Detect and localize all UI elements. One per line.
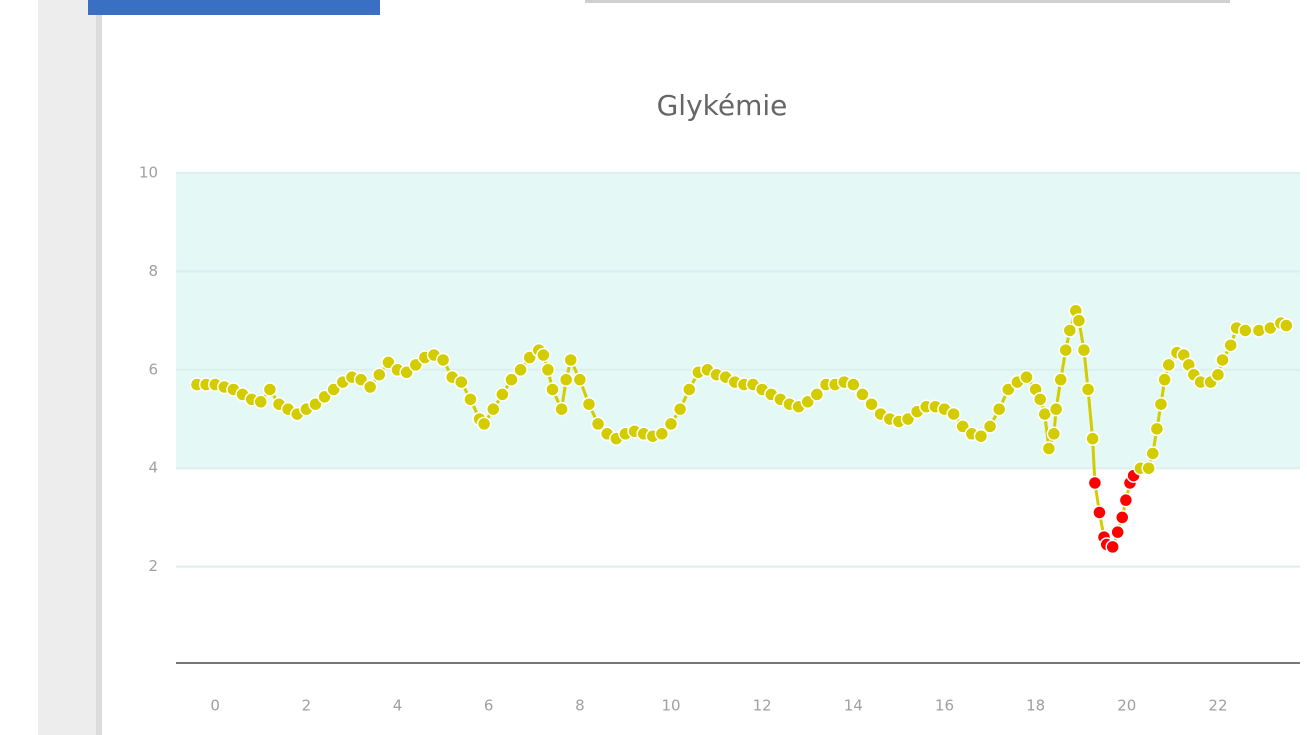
data-point [1161, 357, 1176, 373]
data-point [809, 387, 825, 402]
data-point [1279, 318, 1294, 333]
x-tick-label: 2 [302, 697, 312, 715]
x-tick-label: 12 [753, 697, 772, 715]
data-point [663, 416, 679, 432]
data-point [435, 352, 451, 368]
x-tick-label: 18 [1026, 697, 1045, 715]
data-point [476, 416, 492, 432]
data-point [1157, 372, 1172, 387]
y-tick-label: 8 [148, 262, 158, 280]
data-point [1071, 313, 1087, 328]
data-point [1149, 421, 1165, 437]
data-point [362, 379, 378, 395]
data-point [1118, 492, 1134, 508]
data-point [504, 372, 519, 387]
data-point [536, 347, 551, 363]
data-point [973, 428, 989, 444]
y-tick-label: 6 [148, 360, 158, 378]
data-point [572, 372, 588, 387]
data-point [654, 426, 670, 442]
data-point [855, 387, 870, 402]
data-point [262, 382, 278, 397]
x-tick-label: 0 [210, 697, 220, 715]
data-point [253, 394, 269, 410]
data-point [1105, 539, 1120, 555]
data-point [540, 362, 556, 378]
data-point [1046, 426, 1062, 442]
card-shadow [96, 0, 102, 735]
data-point [1087, 475, 1103, 491]
data-point [1032, 392, 1048, 407]
data-point [495, 387, 510, 402]
data-point [846, 377, 861, 392]
y-tick-label: 2 [148, 557, 158, 575]
top-bar [585, 0, 1230, 3]
data-point [1062, 323, 1078, 338]
data-point [1019, 369, 1034, 385]
data-point [864, 396, 879, 412]
data-point [1145, 446, 1161, 461]
data-point [991, 401, 1007, 417]
data-point [1080, 382, 1096, 397]
data-point [545, 382, 560, 397]
data-point [1238, 323, 1253, 338]
data-point [372, 367, 387, 382]
side-strip [38, 0, 100, 735]
x-tick-label: 10 [661, 697, 680, 715]
data-point [982, 419, 998, 434]
data-point [1092, 505, 1107, 520]
data-point [513, 362, 528, 378]
data-point [1153, 396, 1169, 412]
data-point [1114, 510, 1130, 525]
y-tick-label: 10 [139, 164, 158, 182]
data-point [463, 392, 478, 407]
x-tick-label: 6 [484, 697, 494, 715]
x-tick-label: 4 [393, 697, 403, 715]
x-tick-label: 16 [935, 697, 954, 715]
data-point [1058, 342, 1073, 358]
data-point [1215, 352, 1230, 368]
data-point [454, 374, 469, 390]
data-point [1141, 460, 1156, 476]
data-point [590, 416, 606, 432]
data-point [1053, 372, 1068, 387]
data-point [946, 406, 961, 422]
data-point [681, 382, 697, 397]
chart-title: Glykémie [657, 89, 788, 122]
data-point [1085, 431, 1100, 446]
top-tab [88, 0, 380, 15]
data-point [1210, 367, 1226, 382]
data-point [1041, 441, 1057, 456]
x-tick-label: 8 [575, 697, 585, 715]
data-point [1048, 401, 1064, 417]
data-point [1110, 524, 1125, 540]
data-point [485, 401, 501, 417]
data-point [558, 372, 574, 387]
x-tick-label: 14 [844, 697, 863, 715]
x-tick-label: 22 [1208, 697, 1227, 715]
data-point [554, 401, 569, 417]
x-tick-label: 20 [1117, 697, 1136, 715]
target-band [176, 173, 1300, 469]
data-point [1076, 342, 1092, 358]
data-point [563, 352, 578, 368]
data-point [581, 396, 597, 412]
data-point [672, 401, 688, 417]
y-tick-label: 4 [148, 459, 158, 477]
data-point [1223, 337, 1238, 353]
